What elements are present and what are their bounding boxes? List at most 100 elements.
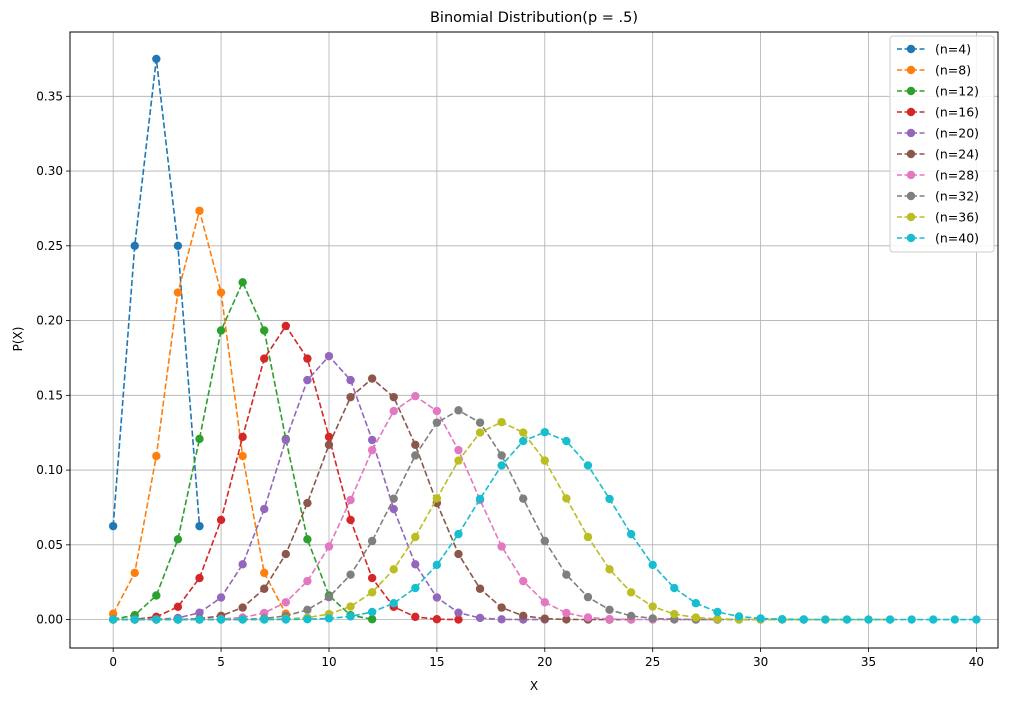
legend-item: (n=28) (897, 168, 979, 183)
data-point (626, 611, 636, 621)
y-axis-label: P(X) (11, 327, 25, 352)
legend-label: (n=24) (935, 147, 979, 162)
legend-marker (906, 233, 916, 243)
data-point (346, 375, 355, 385)
data-point (303, 375, 312, 385)
data-point (411, 451, 420, 460)
data-point (195, 615, 204, 624)
data-point (454, 406, 463, 415)
series-line (113, 431, 977, 621)
legend-item: (n=32) (897, 189, 979, 204)
data-point (432, 406, 442, 416)
data-point (411, 391, 420, 401)
data-point (583, 592, 593, 602)
x-tick-label: 30 (753, 655, 768, 669)
data-point (346, 392, 355, 402)
data-point (648, 560, 657, 570)
x-tick-label: 5 (217, 655, 225, 669)
data-point (734, 612, 744, 621)
data-point (432, 593, 442, 602)
data-point (432, 615, 442, 624)
x-axis-label: X (530, 679, 538, 693)
data-point (562, 436, 571, 446)
data-point (885, 615, 895, 624)
data-point (411, 560, 420, 569)
data-point (281, 615, 291, 624)
data-point (346, 570, 355, 579)
data-point (367, 615, 377, 624)
data-point (691, 613, 701, 622)
data-point (367, 435, 377, 445)
x-tick-label: 10 (321, 655, 336, 669)
data-point (303, 576, 312, 586)
data-point (216, 593, 226, 602)
data-point (842, 615, 852, 624)
data-point (303, 605, 312, 615)
data-point (173, 288, 183, 297)
data-point (281, 435, 291, 445)
data-point (108, 521, 118, 531)
data-point (346, 495, 355, 505)
data-point (562, 615, 571, 624)
data-point (324, 614, 334, 623)
series-n8 (108, 206, 291, 618)
data-point (605, 605, 614, 615)
data-point (389, 565, 398, 574)
data-point (454, 529, 463, 539)
data-point (130, 615, 139, 624)
data-point (281, 598, 291, 607)
data-point (497, 461, 506, 470)
data-point (864, 615, 873, 624)
data-point (605, 614, 614, 624)
data-point (324, 351, 334, 361)
data-point (238, 603, 247, 612)
data-point (389, 494, 398, 503)
data-point (583, 613, 593, 622)
x-tick-label: 20 (537, 655, 552, 669)
data-point (238, 432, 247, 442)
data-point (260, 326, 269, 335)
data-point (540, 598, 549, 607)
data-point (475, 418, 485, 427)
y-tick-label: 0.05 (36, 538, 63, 552)
data-point (303, 498, 312, 508)
data-point (540, 456, 549, 465)
legend-label: (n=4) (935, 42, 971, 57)
data-point (540, 536, 549, 546)
data-point (519, 494, 528, 503)
data-point (173, 602, 183, 612)
data-point (799, 615, 808, 624)
legend-label: (n=12) (935, 84, 979, 99)
data-point (950, 615, 960, 624)
data-point (540, 614, 549, 623)
data-point (432, 494, 442, 503)
legend-item: (n=36) (897, 210, 979, 225)
data-point (216, 515, 226, 525)
data-point (411, 583, 420, 593)
legend-item: (n=40) (897, 231, 979, 246)
data-point (130, 568, 139, 578)
data-point (216, 615, 226, 624)
data-point (152, 451, 161, 461)
data-point (389, 599, 398, 608)
data-point (173, 615, 183, 624)
data-point (497, 542, 506, 551)
data-point (108, 615, 118, 624)
data-point (519, 428, 528, 437)
x-tick-label: 0 (109, 655, 117, 669)
plot-frame (69, 31, 999, 649)
plot-series (108, 54, 981, 624)
data-point (562, 608, 571, 618)
legend-label: (n=40) (935, 231, 979, 246)
data-point (454, 445, 463, 455)
data-point (260, 584, 269, 593)
series-n4 (108, 54, 204, 531)
data-point (670, 583, 679, 593)
data-point (475, 494, 485, 504)
data-point (562, 494, 571, 503)
data-point (540, 427, 549, 437)
legend-marker (906, 86, 916, 96)
